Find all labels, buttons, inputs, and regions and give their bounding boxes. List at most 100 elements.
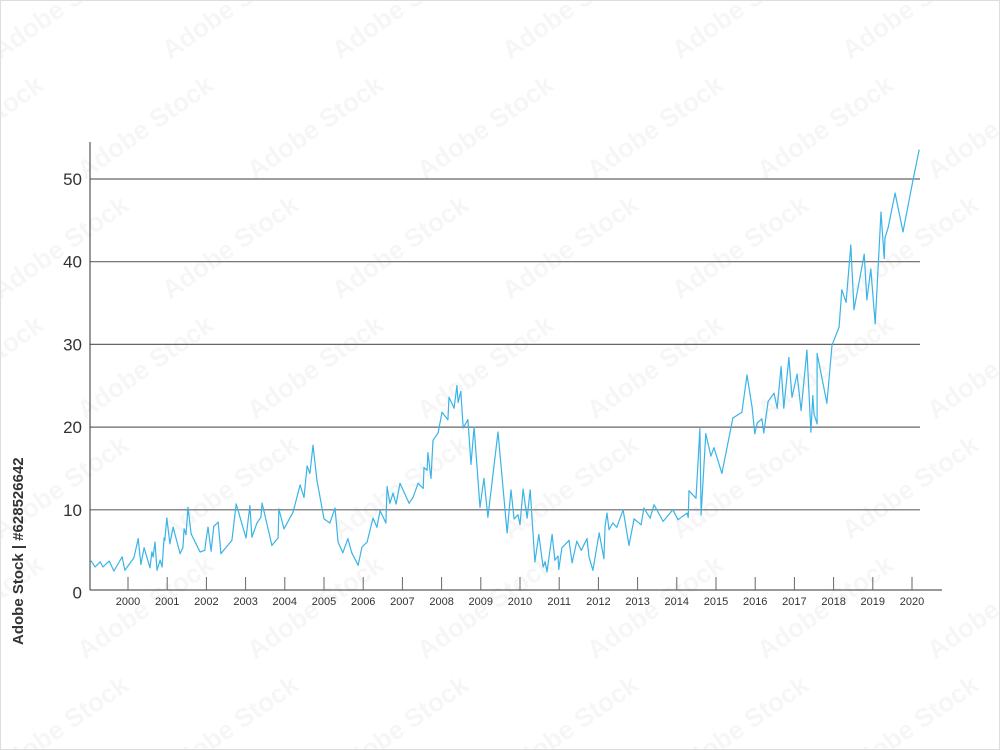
data-point (643, 507, 645, 509)
data-point (133, 557, 135, 559)
data-point (366, 541, 368, 543)
data-point (185, 534, 187, 536)
data-point (628, 544, 630, 546)
data-point (884, 237, 886, 239)
data-point (522, 488, 524, 490)
data-point (379, 510, 381, 512)
data-point (422, 487, 424, 489)
watermark-text: Adobe Stock (0, 0, 134, 65)
data-point (166, 517, 168, 519)
data-point (113, 570, 115, 572)
data-point (612, 522, 614, 524)
data-point (487, 516, 489, 518)
watermark-text: Adobe Stock (326, 429, 474, 545)
data-point (292, 511, 294, 513)
data-point (278, 508, 280, 510)
data-point (580, 549, 582, 551)
data-point (199, 551, 201, 553)
data-point (483, 477, 485, 479)
watermark-text: Adobe Stock (496, 0, 644, 65)
watermark-text: Adobe Stock (156, 0, 304, 65)
data-point (853, 309, 855, 311)
watermark-text: Adobe Stock (581, 69, 729, 185)
data-point (773, 392, 775, 394)
watermark-text: Adobe Stock (326, 0, 474, 65)
data-point (561, 547, 563, 549)
data-point (713, 447, 715, 449)
data-point (351, 552, 353, 554)
x-tick-label: 2001 (155, 596, 179, 608)
data-point (447, 419, 449, 421)
x-tick-label: 2000 (116, 596, 140, 608)
data-point (526, 517, 528, 519)
data-point (90, 560, 92, 562)
data-point (412, 496, 414, 498)
data-point (791, 396, 793, 398)
data-point (534, 561, 536, 563)
data-point (874, 323, 876, 325)
data-point (700, 514, 702, 516)
watermark-text: Adobe Stock (0, 669, 134, 750)
data-point (732, 417, 734, 419)
data-point (845, 301, 847, 303)
data-point (430, 477, 432, 479)
x-tick-label: 2013 (625, 596, 649, 608)
data-point (261, 502, 263, 504)
data-point (751, 406, 753, 408)
x-tick-label: 2018 (821, 596, 845, 608)
data-point (510, 489, 512, 491)
data-point (686, 512, 688, 514)
watermark-text: Adobe Stock (921, 69, 1000, 185)
data-point (551, 534, 553, 536)
watermark-text: Adobe Stock (326, 669, 474, 750)
data-point (622, 509, 624, 511)
data-point (323, 518, 325, 520)
data-point (385, 522, 387, 524)
watermark-text: Adobe Stock (921, 549, 1000, 665)
data-point (796, 373, 798, 375)
gridlines (90, 178, 920, 511)
watermark-text: Adobe Stock (666, 669, 814, 750)
data-point (249, 505, 251, 507)
watermark-text: Adobe Stock (836, 669, 984, 750)
watermark-text: Adobe Stock (0, 189, 134, 305)
data-point (361, 546, 363, 548)
data-point (207, 526, 209, 528)
data-point (190, 533, 192, 535)
data-point (231, 539, 233, 541)
data-point (695, 497, 697, 499)
data-point (473, 426, 475, 428)
data-point (592, 569, 594, 571)
data-point (788, 357, 790, 359)
data-point (816, 352, 818, 355)
watermark-text: Adobe Stock (836, 0, 984, 65)
data-point (470, 463, 472, 465)
data-point (672, 509, 674, 511)
data-point (121, 556, 123, 558)
data-point (608, 529, 610, 531)
data-point (427, 452, 429, 454)
data-point (183, 528, 185, 530)
data-point (571, 562, 573, 564)
data-point (761, 418, 763, 420)
data-point (389, 502, 391, 504)
data-point (99, 561, 101, 563)
data-point (213, 525, 215, 527)
data-point (606, 512, 608, 514)
data-point (880, 211, 882, 213)
data-point (399, 482, 401, 484)
watermark-text: Adobe Stock (666, 189, 814, 305)
data-point (457, 401, 459, 403)
data-point (912, 178, 914, 180)
data-point (156, 569, 158, 571)
data-point (756, 422, 758, 424)
data-point (813, 413, 815, 415)
data-point (662, 520, 664, 522)
data-point (513, 518, 515, 520)
x-tick-label: 2003 (233, 596, 257, 608)
data-point (108, 560, 110, 562)
data-point (586, 538, 588, 540)
data-point (426, 469, 428, 471)
data-point (649, 517, 651, 519)
data-point (408, 502, 410, 504)
